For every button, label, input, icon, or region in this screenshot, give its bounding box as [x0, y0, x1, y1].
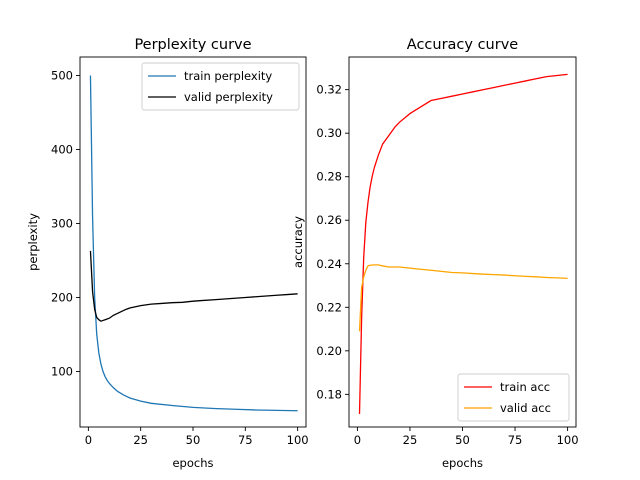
accuracy-y-tick-label: 0.32 [316, 83, 342, 97]
accuracy-x-tick-label: 100 [557, 433, 579, 447]
perplexity-x-axis-label: epochs [172, 456, 213, 470]
perplexity-title: Perplexity curve [134, 37, 251, 53]
accuracy-series-valid-acc [358, 264, 568, 332]
accuracy-title: Accuracy curve [407, 37, 519, 53]
perplexity-x-tick-label: 25 [133, 433, 148, 447]
accuracy-y-tick-label: 0.22 [316, 300, 342, 314]
accuracy-x-tick-label: 0 [354, 433, 361, 447]
perplexity-y-tick-label: 200 [51, 291, 73, 305]
perplexity-x-tick-label: 75 [238, 433, 253, 447]
accuracy-series-train-acc [358, 73, 568, 414]
accuracy-legend: train acc valid acc [457, 373, 570, 422]
accuracy-legend-box [457, 373, 570, 422]
accuracy-legend-label: train acc [500, 380, 550, 394]
perplexity-legend-label: valid perplexity [184, 90, 273, 104]
perplexity-y-tick-label: 400 [51, 143, 73, 157]
accuracy-axes-frame [348, 56, 577, 428]
perplexity-legend: train perplexity valid perplexity [141, 62, 300, 111]
accuracy-y-tick-label: 0.26 [316, 213, 342, 227]
perplexity-legend-label: train perplexity [184, 69, 272, 83]
accuracy-x-axis-label: epochs [442, 456, 483, 470]
perplexity-axes-frame [79, 56, 307, 428]
accuracy-y-tick-label: 0.18 [316, 387, 342, 401]
perplexity-y-axis-label: perplexity [26, 213, 40, 271]
accuracy-legend-label: valid acc [500, 401, 551, 415]
perplexity-y-tick-label: 100 [51, 365, 73, 379]
accuracy-y-tick-label: 0.30 [316, 126, 342, 140]
perplexity-x-tick-label: 100 [287, 433, 309, 447]
perplexity-legend-box [141, 62, 300, 111]
perplexity-x-tick-label: 0 [85, 433, 92, 447]
accuracy-chart: 0 25 50 75 100 0.18 0.20 0.22 0.24 0.26 0.28 0.30 0.… [291, 37, 579, 470]
accuracy-x-tick-label: 25 [403, 433, 418, 447]
accuracy-y-tick-label: 0.20 [316, 344, 342, 358]
perplexity-series-train-perplexity [89, 75, 298, 412]
perplexity-y-tick-label: 300 [51, 217, 73, 231]
accuracy-y-axis-label: accuracy [291, 216, 305, 268]
accuracy-y-tick-label: 0.24 [316, 257, 342, 271]
perplexity-chart: 0 25 50 75 100 100 200 300 400 500 Perplexity curv… [26, 37, 309, 470]
accuracy-x-tick-label: 75 [508, 433, 523, 447]
perplexity-x-tick-label: 50 [186, 433, 201, 447]
accuracy-x-tick-label: 50 [455, 433, 470, 447]
perplexity-y-tick-label: 500 [51, 69, 73, 83]
perplexity-series-valid-perplexity [89, 250, 298, 322]
accuracy-y-tick-label: 0.28 [316, 170, 342, 184]
